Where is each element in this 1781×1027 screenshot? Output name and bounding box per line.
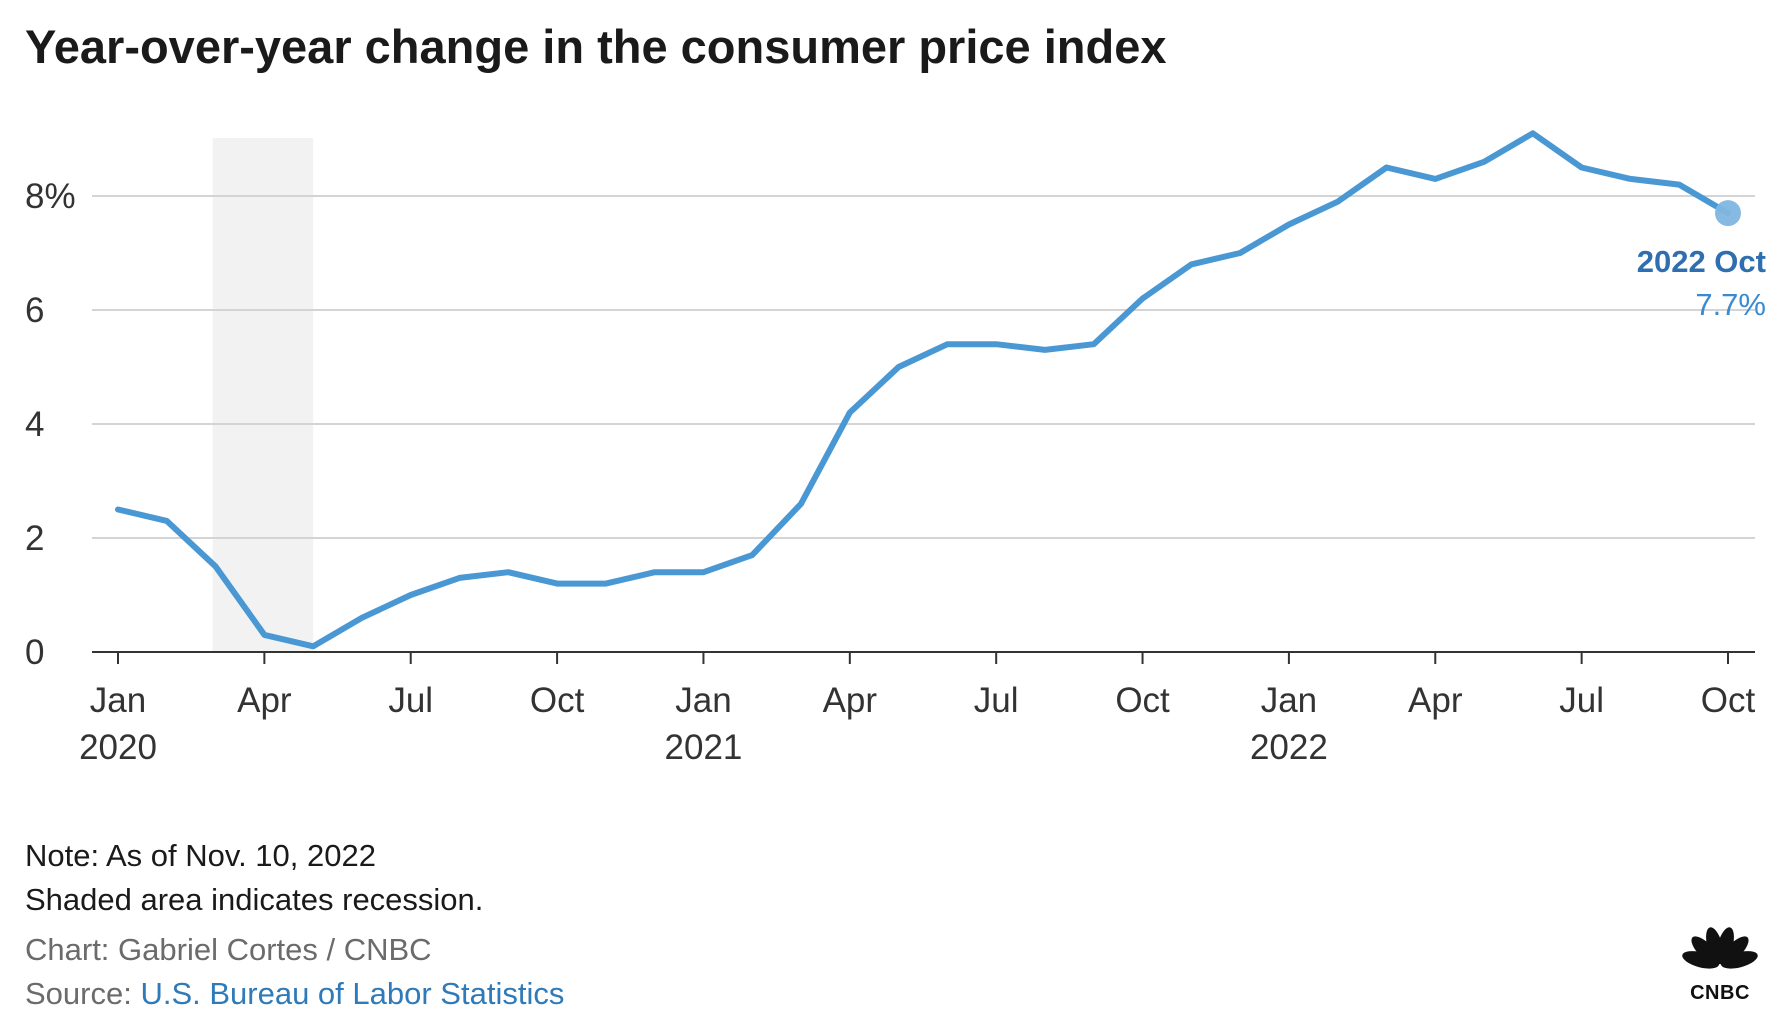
cnbc-logo: CNBC — [1682, 927, 1758, 1004]
source-prefix: Source: — [25, 976, 140, 1011]
cpi-series-line — [115, 130, 1731, 650]
note-recession: Shaded area indicates recession. — [25, 882, 483, 917]
chart-title: Year-over-year change in the consumer pr… — [25, 20, 1167, 73]
source-line: Source: U.S. Bureau of Labor Statistics — [25, 976, 564, 1011]
note-as-of: Note: As of Nov. 10, 2022 — [25, 838, 376, 873]
x-tick-year-label: 2020 — [79, 728, 157, 767]
peacock-icon — [1682, 927, 1758, 969]
x-tick-label: Jan — [675, 681, 731, 720]
annotation-layer: 2022 Oct 7.7% — [1637, 200, 1766, 322]
annotation-date: 2022 Oct — [1637, 244, 1766, 279]
recession-shading — [212, 138, 314, 652]
annotation-value: 7.7% — [1695, 287, 1766, 322]
cnbc-logo-text: CNBC — [1690, 982, 1750, 1004]
x-tick-label: Oct — [1701, 681, 1756, 720]
y-tick-label: 0 — [25, 633, 44, 672]
x-tick-label: Apr — [237, 681, 292, 720]
annotation-marker — [1715, 200, 1741, 227]
recession-shading-layer — [212, 138, 314, 652]
x-tick-label: Jan — [1261, 681, 1317, 720]
x-tick-label: Oct — [1115, 681, 1170, 720]
x-tick-label: Jul — [1559, 681, 1604, 720]
y-tick-label: 6 — [25, 291, 44, 330]
x-tick-label: Apr — [1408, 681, 1463, 720]
y-tick-label: 8% — [25, 177, 76, 216]
x-tick-label: Jul — [388, 681, 433, 720]
x-tick-label: Jul — [974, 681, 1019, 720]
x-axis: Jan 2020 Apr Jul Oct Jan 2021 Apr Jul Oct Jan 2022 A… — [79, 651, 1756, 767]
y-tick-label: 2 — [25, 519, 44, 558]
peacock-petal — [1720, 951, 1758, 969]
series-line-layer — [115, 130, 1731, 650]
x-tick-year-label: 2021 — [665, 728, 743, 767]
source-link[interactable]: U.S. Bureau of Labor Statistics — [140, 976, 564, 1011]
chart-credit: Chart: Gabriel Cortes / CNBC — [25, 932, 432, 967]
y-tick-label: 4 — [25, 405, 44, 444]
x-tick-year-label: 2022 — [1250, 728, 1328, 767]
x-tick-label: Oct — [530, 681, 585, 720]
gridlines — [92, 195, 1755, 539]
y-axis-ticks: 0 2 4 6 8% — [25, 177, 76, 672]
x-tick-label: Apr — [823, 681, 878, 720]
x-tick-label: Jan — [90, 681, 146, 720]
